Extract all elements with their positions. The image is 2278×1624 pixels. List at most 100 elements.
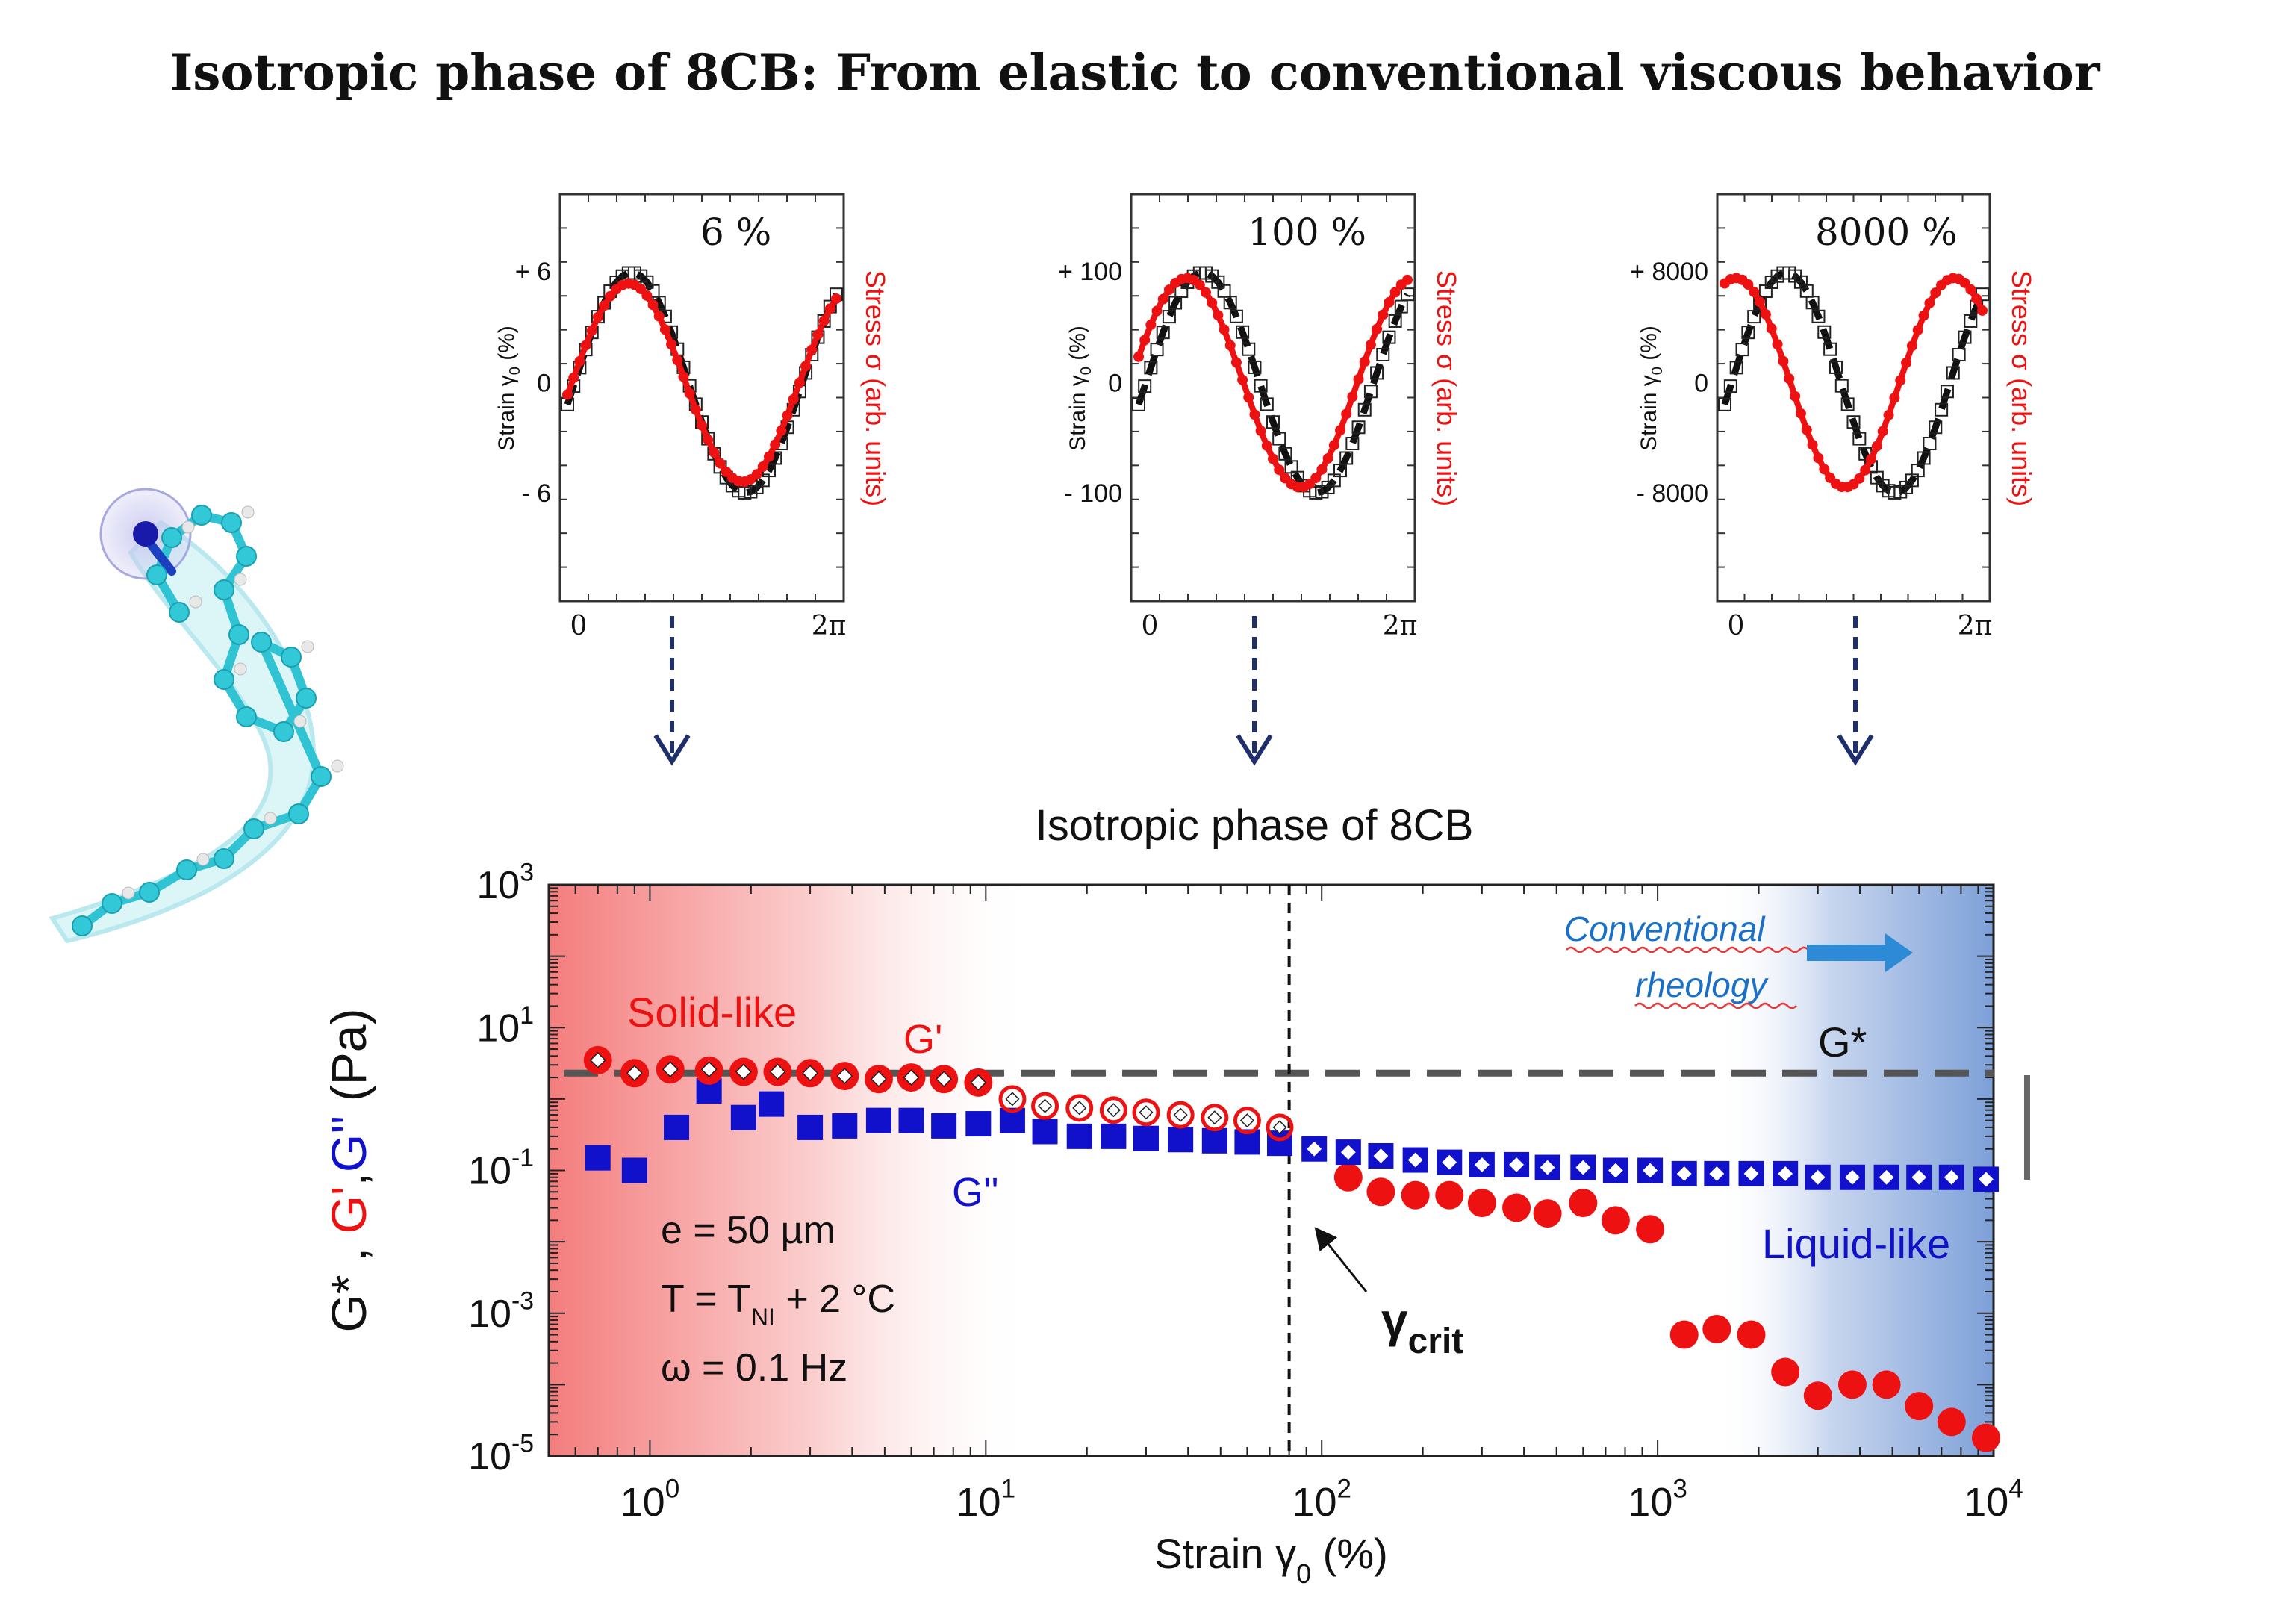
inset-6: 6 % + 6 0 - 6 0 2π Strain γ0 (%) Stress σ (arb.… <box>494 193 891 766</box>
inset-stress-point <box>697 420 707 431</box>
inset-stress-point <box>568 373 579 384</box>
inset-strain-fit <box>1721 270 1986 497</box>
hydrogen-atom <box>301 640 314 653</box>
inset-stress-point <box>678 371 689 382</box>
page-title: Isotropic phase of 8CB: From elastic to … <box>169 43 2100 102</box>
y-tick-label: 10-5 <box>468 1430 534 1478</box>
carbon-atom <box>288 803 309 824</box>
inset-stress-point <box>1402 274 1413 285</box>
annotation-gdoubleprime: G'' <box>952 1170 999 1215</box>
inset-stress-point <box>1930 287 1941 299</box>
inset-stress-point <box>1860 464 1871 476</box>
gdoubleprime-point <box>664 1114 690 1140</box>
gdoubleprime-point <box>730 1104 756 1130</box>
inset-stress-point <box>1772 339 1783 350</box>
gstar-point <box>1676 1166 1692 1181</box>
inset-xtick-label: 2π <box>1383 611 1418 641</box>
inset-stress-point <box>1163 284 1174 296</box>
gprime-point <box>1435 1180 1464 1210</box>
inset-stress-point <box>703 434 714 445</box>
inset-strain-point <box>1272 432 1286 446</box>
inset-stress-point <box>1237 374 1248 385</box>
carbon-atom <box>243 818 264 839</box>
inset-strain-point <box>1150 343 1164 357</box>
annotation-gprime: G' <box>903 1017 942 1062</box>
gstar-point <box>1272 1120 1287 1135</box>
inset-stress-point <box>672 355 683 366</box>
inset-stress-point <box>1895 375 1906 386</box>
inset-stress-point <box>586 325 597 336</box>
inset-xtick-label: 2π <box>1958 611 1993 641</box>
gdoubleprime-point <box>865 1107 891 1133</box>
gstar-point <box>1608 1163 1623 1178</box>
inset-arrow-head <box>1837 734 1874 766</box>
hydrogen-atom <box>241 505 255 519</box>
inset-strain-point <box>1363 385 1378 399</box>
inset-strain-point <box>1829 360 1843 374</box>
inset-stress-point <box>1871 441 1882 452</box>
inset-strain-point <box>1929 420 1943 435</box>
gstar-point <box>1233 1107 1261 1135</box>
gstar-point <box>1031 1092 1059 1120</box>
carbon-atom <box>236 706 257 727</box>
inset-stress-point <box>1219 324 1230 335</box>
inset-stress-point <box>1310 473 1322 484</box>
y-axis-label: G* , G',G'' (Pa) <box>321 1009 376 1333</box>
inset-stress-point <box>1918 310 1929 321</box>
gstar-point <box>903 1069 920 1086</box>
inset-strain-point <box>1964 314 1978 328</box>
inset-strain-point <box>1236 325 1250 339</box>
carbon-atom <box>139 882 160 903</box>
inset-stress-point <box>782 410 793 421</box>
inset-stress-point <box>1261 440 1272 451</box>
inset-stress-point <box>641 290 653 301</box>
gstar-point <box>936 1071 953 1088</box>
inset-strain-point <box>1229 309 1243 323</box>
carbon-atom <box>273 721 294 742</box>
inset-stress-point <box>1316 464 1328 475</box>
gstar-point <box>589 1051 606 1068</box>
inset-stress-point <box>1906 340 1917 352</box>
spell-underline <box>1634 1002 1797 1009</box>
gstar-point <box>1307 1141 1322 1157</box>
nitrogen-atom <box>133 521 158 547</box>
inset-stress-point <box>1151 305 1163 317</box>
carbon-atom <box>221 512 242 533</box>
inset-strain-point <box>1223 296 1237 310</box>
gstar-point <box>700 1061 718 1078</box>
gstar-point <box>662 1061 679 1078</box>
inset-strain-point <box>1376 348 1390 362</box>
annotation-gamma-crit: γcrit <box>1381 1293 1463 1361</box>
gstar-point <box>1173 1107 1188 1122</box>
inset-stress-point <box>1801 424 1812 435</box>
inset-stress-point <box>1353 373 1364 385</box>
gdoubleprime-point <box>1201 1127 1227 1154</box>
gprime-point <box>1771 1357 1800 1387</box>
gstar-point <box>1166 1101 1195 1129</box>
inset-ylabel: Strain γ0 (%) <box>1065 326 1095 451</box>
gstar-point <box>1575 1160 1591 1175</box>
gstar-point <box>1139 1105 1154 1120</box>
inset-stress-point <box>1139 335 1151 346</box>
carbon-atom <box>311 766 332 787</box>
inset-panels: 6 % + 6 0 - 6 0 2π Strain γ0 (%) Stress σ (arb.… <box>494 193 2037 766</box>
inset-stress-point <box>1854 473 1865 484</box>
inset-amplitude-label: 8000 % <box>1815 211 1958 254</box>
inset-strain-point <box>1266 415 1280 429</box>
inset-strain-point <box>1811 309 1826 323</box>
gstar-point <box>802 1065 819 1082</box>
gdoubleprime-point <box>797 1114 824 1140</box>
spell-underline <box>1566 946 1809 953</box>
gdoubleprime-point <box>585 1145 611 1171</box>
carbon-atom <box>146 564 167 585</box>
main-chart: Isotropic phase of 8CB 100 101 102 103 104 10… <box>321 801 2030 1589</box>
inset-stress-point <box>1977 305 1988 316</box>
gdoubleprime-point <box>621 1157 647 1183</box>
carbon-atom <box>228 624 249 645</box>
inset-100: 100 % + 100 0 - 100 0 2π Strain γ0 (%) Stress σ… <box>1058 193 1462 766</box>
inset-stress-point <box>788 393 799 405</box>
experiment-parameter: e = 50 µm <box>661 1209 835 1252</box>
x-tick-label: 103 <box>1628 1475 1687 1525</box>
carbon-atom <box>281 647 302 668</box>
x-tick-label: 102 <box>1292 1475 1351 1525</box>
